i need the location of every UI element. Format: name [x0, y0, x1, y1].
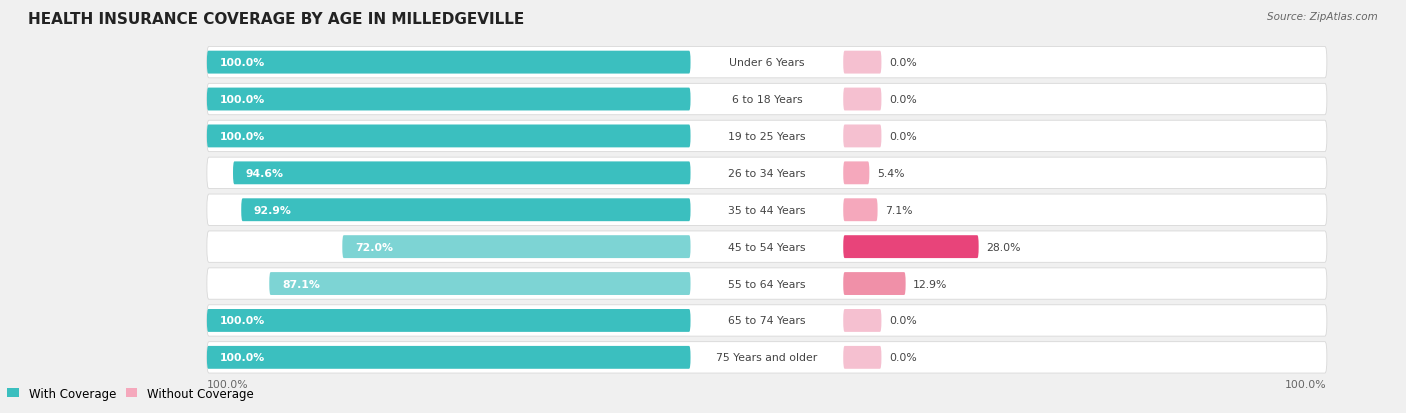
Text: 72.0%: 72.0%	[356, 242, 394, 252]
FancyBboxPatch shape	[207, 346, 690, 369]
Text: 12.9%: 12.9%	[914, 279, 948, 289]
Text: 100.0%: 100.0%	[219, 132, 264, 142]
Text: 100.0%: 100.0%	[219, 58, 264, 68]
FancyBboxPatch shape	[844, 236, 979, 259]
Text: 28.0%: 28.0%	[986, 242, 1021, 252]
Text: 0.0%: 0.0%	[889, 132, 917, 142]
FancyBboxPatch shape	[844, 88, 882, 111]
Text: 26 to 34 Years: 26 to 34 Years	[728, 169, 806, 178]
FancyBboxPatch shape	[207, 195, 1327, 226]
Text: 35 to 44 Years: 35 to 44 Years	[728, 205, 806, 215]
Text: 100.0%: 100.0%	[219, 95, 264, 105]
Text: 7.1%: 7.1%	[886, 205, 912, 215]
Text: 100.0%: 100.0%	[219, 353, 264, 363]
Text: 100.0%: 100.0%	[207, 379, 249, 389]
Text: 0.0%: 0.0%	[889, 353, 917, 363]
FancyBboxPatch shape	[844, 273, 905, 295]
FancyBboxPatch shape	[207, 305, 1327, 336]
Text: 55 to 64 Years: 55 to 64 Years	[728, 279, 806, 289]
Text: 6 to 18 Years: 6 to 18 Years	[731, 95, 803, 105]
FancyBboxPatch shape	[207, 52, 690, 74]
Text: 65 to 74 Years: 65 to 74 Years	[728, 316, 806, 326]
Text: 0.0%: 0.0%	[889, 58, 917, 68]
Text: 0.0%: 0.0%	[889, 95, 917, 105]
Text: 19 to 25 Years: 19 to 25 Years	[728, 132, 806, 142]
Text: 94.6%: 94.6%	[246, 169, 284, 178]
FancyBboxPatch shape	[844, 199, 877, 222]
FancyBboxPatch shape	[207, 84, 1327, 115]
Text: 5.4%: 5.4%	[877, 169, 904, 178]
FancyBboxPatch shape	[844, 125, 882, 148]
FancyBboxPatch shape	[207, 121, 1327, 152]
Text: 75 Years and older: 75 Years and older	[716, 353, 817, 363]
Text: HEALTH INSURANCE COVERAGE BY AGE IN MILLEDGEVILLE: HEALTH INSURANCE COVERAGE BY AGE IN MILL…	[28, 12, 524, 27]
FancyBboxPatch shape	[207, 125, 690, 148]
FancyBboxPatch shape	[207, 47, 1327, 78]
FancyBboxPatch shape	[844, 346, 882, 369]
Text: 87.1%: 87.1%	[283, 279, 321, 289]
Legend: With Coverage, Without Coverage: With Coverage, Without Coverage	[3, 382, 259, 404]
Text: 100.0%: 100.0%	[219, 316, 264, 326]
FancyBboxPatch shape	[207, 231, 1327, 263]
FancyBboxPatch shape	[233, 162, 690, 185]
Text: 100.0%: 100.0%	[1285, 379, 1327, 389]
FancyBboxPatch shape	[207, 309, 690, 332]
FancyBboxPatch shape	[207, 88, 690, 111]
Text: 92.9%: 92.9%	[254, 205, 292, 215]
FancyBboxPatch shape	[242, 199, 690, 222]
FancyBboxPatch shape	[844, 52, 882, 74]
FancyBboxPatch shape	[207, 342, 1327, 373]
Text: Source: ZipAtlas.com: Source: ZipAtlas.com	[1267, 12, 1378, 22]
Text: 0.0%: 0.0%	[889, 316, 917, 326]
FancyBboxPatch shape	[207, 158, 1327, 189]
Text: 45 to 54 Years: 45 to 54 Years	[728, 242, 806, 252]
Text: Under 6 Years: Under 6 Years	[730, 58, 804, 68]
FancyBboxPatch shape	[844, 162, 869, 185]
FancyBboxPatch shape	[207, 268, 1327, 299]
FancyBboxPatch shape	[844, 309, 882, 332]
FancyBboxPatch shape	[342, 236, 690, 259]
FancyBboxPatch shape	[270, 273, 690, 295]
